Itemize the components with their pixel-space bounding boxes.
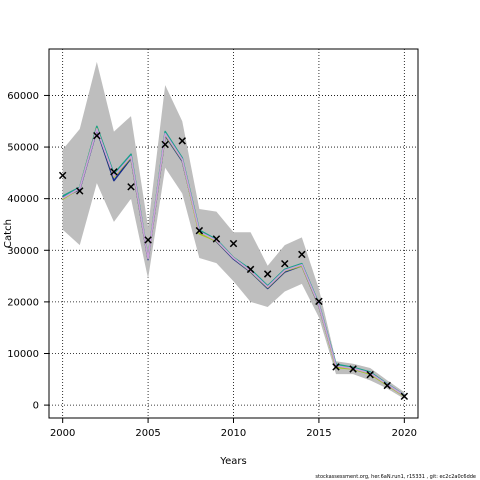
marker-stroke: [127, 183, 135, 191]
marker-stroke: [400, 392, 409, 401]
x-tick-label: 2000: [50, 428, 75, 439]
marker-stroke: [110, 168, 118, 176]
marker-stroke: [229, 239, 238, 248]
x-tick-label: 2010: [221, 428, 246, 439]
observed-markers: [58, 131, 409, 401]
observed-point: [315, 297, 323, 306]
observed-point: [366, 370, 374, 379]
y-tick-label: 50000: [7, 143, 39, 154]
x-tick-label: 2015: [306, 428, 331, 439]
marker-stroke: [298, 250, 306, 259]
series-lines: [62, 125, 405, 397]
observed-point: [298, 250, 306, 259]
marker-stroke: [281, 259, 289, 268]
marker-stroke: [315, 297, 323, 306]
x-axis-title: Years: [219, 456, 246, 467]
x-tick-label: 2005: [135, 428, 160, 439]
series-line: [62, 128, 405, 397]
observed-point: [178, 137, 186, 145]
observed-point: [212, 235, 221, 243]
observed-point: [58, 171, 67, 180]
y-tick-label: 40000: [7, 194, 39, 205]
observed-point: [263, 270, 272, 278]
observed-point: [281, 259, 289, 268]
y-tick-label: 0: [33, 401, 39, 412]
marker-stroke: [263, 270, 272, 278]
marker-stroke: [349, 365, 357, 373]
marker-stroke: [332, 363, 340, 371]
y-tick-label: 10000: [7, 349, 39, 360]
observed-point: [332, 363, 340, 371]
y-axis-title: Catch: [3, 219, 14, 248]
axes: 2000 2005 2010 2015 2020 0 10000 20000 30000 4000…: [7, 91, 417, 439]
marker-stroke: [76, 187, 84, 195]
observed-point: [110, 168, 118, 176]
marker-stroke: [93, 131, 101, 140]
y-tick-label: 20000: [7, 297, 39, 308]
y-tick-label: 30000: [7, 246, 39, 257]
observed-point: [76, 187, 84, 195]
observed-point: [93, 131, 101, 140]
marker-stroke: [178, 137, 186, 145]
marker-stroke: [58, 171, 67, 180]
footer-credit: stockassessment.org, her.6aN.run1, r1533…: [315, 474, 476, 480]
observed-point: [246, 265, 255, 274]
observed-point: [161, 140, 169, 149]
observed-point: [195, 226, 204, 235]
observed-point: [400, 392, 409, 401]
marker-stroke: [383, 381, 391, 390]
y-tick-label: 60000: [7, 91, 39, 102]
observed-point: [144, 236, 152, 244]
marker-stroke: [366, 370, 374, 379]
observed-point: [349, 365, 357, 373]
marker-stroke: [195, 226, 204, 235]
marker-stroke: [212, 235, 221, 243]
confidence-band: [62, 61, 405, 399]
marker-stroke: [246, 265, 255, 274]
observed-point: [383, 381, 391, 390]
x-tick-label: 2020: [392, 428, 417, 439]
marker-stroke: [161, 140, 169, 149]
band-area: [62, 61, 405, 399]
observed-point: [127, 183, 135, 191]
marker-stroke: [144, 236, 152, 244]
observed-point: [229, 239, 238, 248]
